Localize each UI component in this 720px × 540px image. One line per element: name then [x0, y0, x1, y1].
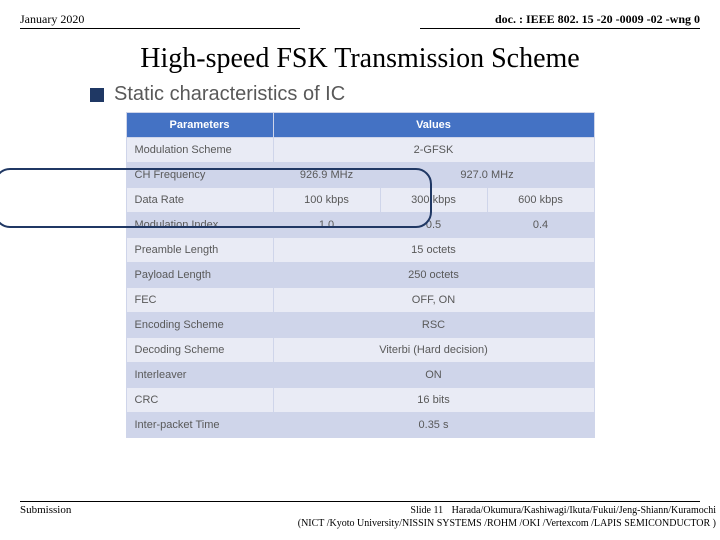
table-row: Payload Length250 octets [126, 263, 594, 288]
param-cell: Encoding Scheme [126, 313, 273, 338]
footer-right: Slide 11 Harada/Okumura/Kashiwagi/Ikuta/… [298, 504, 716, 530]
table-row: Inter-packet Time0.35 s [126, 413, 594, 438]
value-cell: 2-GFSK [273, 138, 594, 163]
th-values: Values [273, 113, 594, 138]
param-cell: Modulation Scheme [126, 138, 273, 163]
value-cell: Viterbi (Hard decision) [273, 338, 594, 363]
value-cell: 0.35 s [273, 413, 594, 438]
value-cell: 100 kbps [273, 188, 380, 213]
value-cell: 250 octets [273, 263, 594, 288]
value-cell: OFF, ON [273, 288, 594, 313]
param-cell: CRC [126, 388, 273, 413]
value-cell: RSC [273, 313, 594, 338]
characteristics-table: Parameters Values Modulation Scheme2-GFS… [126, 112, 595, 438]
param-cell: Decoding Scheme [126, 338, 273, 363]
page-title: High-speed FSK Transmission Scheme [0, 43, 720, 75]
table-row: Encoding SchemeRSC [126, 313, 594, 338]
value-cell: 16 bits [273, 388, 594, 413]
value-cell: 1.0 [273, 213, 380, 238]
table-wrap: Parameters Values Modulation Scheme2-GFS… [0, 112, 720, 438]
value-cell: 300 kbps [380, 188, 487, 213]
table-row: Preamble Length15 octets [126, 238, 594, 263]
table-row: CRC16 bits [126, 388, 594, 413]
header-date: January 2020 [20, 12, 300, 29]
table-row: Data Rate100 kbps300 kbps600 kbps [126, 188, 594, 213]
table-row: FECOFF, ON [126, 288, 594, 313]
value-cell: ON [273, 363, 594, 388]
th-parameters: Parameters [126, 113, 273, 138]
param-cell: Payload Length [126, 263, 273, 288]
subtitle-row: Static characteristics of IC [90, 83, 720, 106]
param-cell: Preamble Length [126, 238, 273, 263]
footer: Submission Slide 11 Harada/Okumura/Kashi… [0, 501, 720, 530]
table-row: InterleaverON [126, 363, 594, 388]
param-cell: FEC [126, 288, 273, 313]
value-cell: 15 octets [273, 238, 594, 263]
footer-divider [20, 501, 700, 502]
table-row: Modulation Scheme2-GFSK [126, 138, 594, 163]
footer-submission: Submission [20, 504, 71, 530]
value-cell: 927.0 MHz [380, 163, 594, 188]
slide-number: Slide 11 [410, 505, 443, 516]
param-cell: Inter-packet Time [126, 413, 273, 438]
header: January 2020 doc. : IEEE 802. 15 -20 -00… [0, 0, 720, 33]
table-row: Modulation Index1.00.50.4 [126, 213, 594, 238]
param-cell: Interleaver [126, 363, 273, 388]
bullet-icon [90, 88, 104, 102]
value-cell: 0.4 [487, 213, 594, 238]
value-cell: 926.9 MHz [273, 163, 380, 188]
footer-authors: Harada/Okumura/Kashiwagi/Ikuta/Fukui/Jen… [452, 505, 716, 516]
value-cell: 600 kbps [487, 188, 594, 213]
table-row: CH Frequency926.9 MHz927.0 MHz [126, 163, 594, 188]
table-row: Decoding SchemeViterbi (Hard decision) [126, 338, 594, 363]
param-cell: Data Rate [126, 188, 273, 213]
value-cell: 0.5 [380, 213, 487, 238]
footer-affiliation: (NICT /Kyoto University/NISSIN SYSTEMS /… [298, 518, 716, 529]
header-doc: doc. : IEEE 802. 15 -20 -0009 -02 -wng 0 [420, 12, 700, 29]
param-cell: CH Frequency [126, 163, 273, 188]
param-cell: Modulation Index [126, 213, 273, 238]
subtitle: Static characteristics of IC [114, 83, 345, 106]
